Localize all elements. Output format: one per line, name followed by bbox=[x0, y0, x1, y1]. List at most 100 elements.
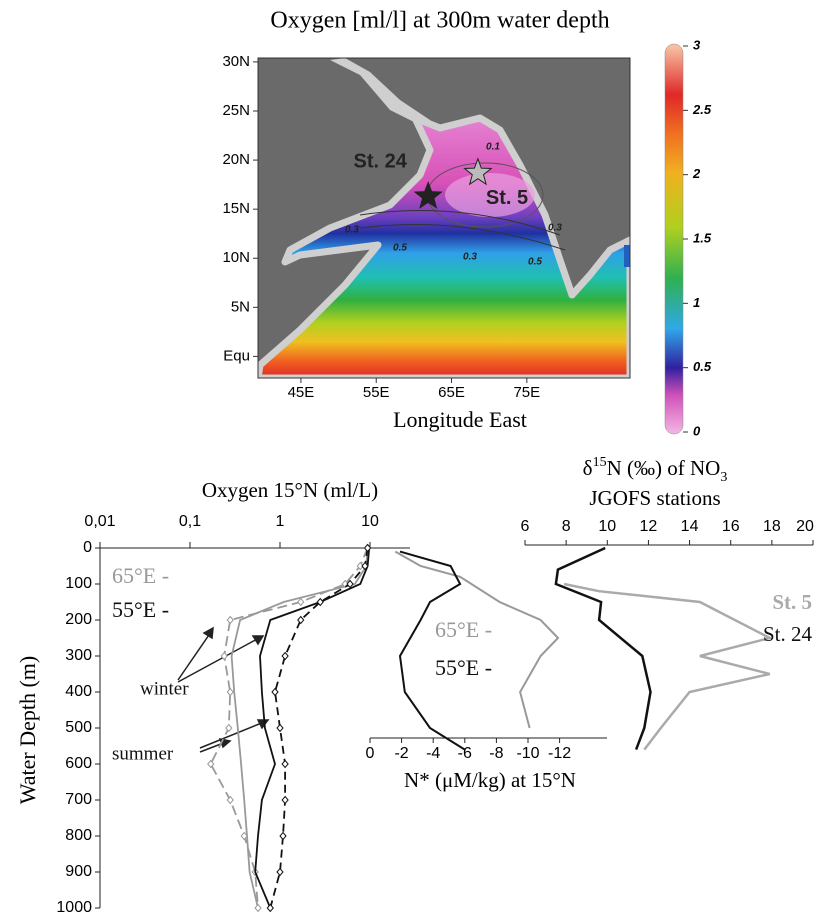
profile-marker bbox=[271, 687, 279, 697]
gulf bbox=[330, 58, 440, 132]
profile-marker bbox=[240, 831, 248, 841]
profile-marker bbox=[363, 543, 372, 553]
x-tick-label: -4 bbox=[426, 745, 440, 762]
d15n-subtitle: JGOFS stations bbox=[589, 486, 720, 510]
profile-marker bbox=[254, 903, 262, 913]
x-tick-label: -6 bbox=[458, 745, 472, 762]
profile-marker bbox=[297, 615, 305, 625]
profile-marker bbox=[226, 615, 234, 625]
profile-marker bbox=[279, 831, 287, 841]
colorbar bbox=[664, 43, 684, 435]
bay-patch bbox=[624, 245, 630, 267]
profile-line bbox=[254, 547, 371, 909]
x-tick-label: 10 bbox=[361, 513, 379, 530]
contour-label: 0.3 bbox=[345, 225, 359, 236]
annotation: winter bbox=[140, 678, 189, 699]
y-tick-label: 300 bbox=[65, 647, 92, 664]
colorbar-tick-label: 1.5 bbox=[693, 230, 712, 245]
x-tick-label: 16 bbox=[722, 518, 740, 535]
y-tick-label: 1000 bbox=[56, 899, 92, 916]
contour-label: 0.5 bbox=[393, 243, 407, 254]
profile-marker bbox=[281, 651, 289, 661]
x-tick-label: 75E bbox=[513, 384, 540, 401]
map-x-label: Longitude East bbox=[393, 407, 527, 432]
title-part: 3 bbox=[720, 470, 727, 485]
arrow bbox=[177, 631, 212, 681]
profile-marker bbox=[226, 687, 234, 697]
x-tick-label: 14 bbox=[681, 518, 699, 535]
series-label: St. 24 bbox=[763, 622, 813, 646]
y-tick-label: 200 bbox=[65, 611, 92, 628]
ocean bbox=[258, 114, 630, 378]
profile-line bbox=[394, 550, 560, 729]
y-tick-label: 20N bbox=[222, 151, 250, 168]
colorbar-tick-label: 2.5 bbox=[692, 102, 712, 117]
annotation: 65°E - bbox=[435, 617, 492, 642]
x-tick-label: 0,1 bbox=[179, 513, 201, 530]
contour bbox=[359, 223, 566, 251]
station bbox=[463, 157, 493, 186]
y-tick-label: 700 bbox=[65, 791, 92, 808]
x-tick-label: 12 bbox=[640, 518, 658, 535]
y-tick-label: 100 bbox=[65, 575, 92, 592]
colorbar-tick-label: 3 bbox=[693, 37, 701, 52]
y-tick-label: 5N bbox=[231, 298, 250, 315]
x-tick-label: 20 bbox=[796, 518, 814, 535]
colorbar-tick-label: 0 bbox=[693, 423, 701, 438]
y-tick-label: 600 bbox=[65, 755, 92, 772]
y-tick-label: 25N bbox=[222, 102, 250, 119]
profile-marker bbox=[356, 561, 364, 571]
x-tick-label: 1 bbox=[276, 513, 285, 530]
profile-line bbox=[554, 546, 652, 751]
contour-label: 0.5 bbox=[528, 257, 542, 268]
x-tick-label: 65E bbox=[438, 384, 465, 401]
y-tick-label: 800 bbox=[65, 827, 92, 844]
x-tick-label: -10 bbox=[516, 745, 539, 762]
arrowheads bbox=[202, 626, 270, 749]
station bbox=[413, 180, 443, 209]
contour-label: 0.3 bbox=[548, 223, 562, 234]
profile-marker bbox=[207, 759, 215, 769]
colorbar-tick-label: 1 bbox=[693, 295, 700, 310]
x-tick-label: 0 bbox=[366, 745, 375, 762]
y-tick-label: 0 bbox=[83, 539, 92, 556]
title-part: N (‰) of NO bbox=[607, 456, 721, 480]
y-tick-label: 500 bbox=[65, 719, 92, 736]
contour-label: 0.3 bbox=[463, 252, 477, 263]
annotation: 55°E - bbox=[435, 655, 492, 680]
x-tick-label: 10 bbox=[598, 518, 616, 535]
x-tick-label: -8 bbox=[489, 745, 503, 762]
title-part: δ bbox=[583, 456, 593, 480]
y-tick-label: Equ bbox=[223, 347, 250, 364]
map-title: Oxygen [ml/l] at 300m water depth bbox=[270, 8, 609, 34]
y-tick-label: 30N bbox=[222, 53, 250, 70]
profile-marker bbox=[276, 867, 284, 877]
colorbar-tick-label: 0.5 bbox=[693, 359, 712, 374]
y-tick-label: 15N bbox=[222, 200, 250, 217]
x-tick-label: -2 bbox=[394, 745, 408, 762]
x-tick-label: 18 bbox=[763, 518, 781, 535]
profile-marker bbox=[281, 759, 289, 769]
x-tick-label: 6 bbox=[521, 518, 530, 535]
x-tick-label: 45E bbox=[288, 384, 315, 401]
x-tick-label: 55E bbox=[363, 384, 390, 401]
profile-marker bbox=[281, 795, 289, 805]
annotation: 55°E - bbox=[112, 597, 169, 622]
y-tick-label: 10N bbox=[222, 249, 250, 266]
title-part: 15 bbox=[593, 455, 607, 470]
series-label: St. 5 bbox=[772, 590, 812, 614]
profile-marker bbox=[266, 903, 274, 913]
profile-line bbox=[209, 547, 369, 909]
profile-marker bbox=[316, 597, 324, 607]
contour bbox=[359, 210, 561, 236]
profile-marker bbox=[276, 723, 284, 733]
station-label: St. 5 bbox=[486, 187, 528, 209]
annotation: summer bbox=[112, 743, 174, 764]
map-frame bbox=[257, 57, 631, 379]
profiles: Oxygen 15°N (ml/L) Water Depth (m) N* (μ… bbox=[15, 455, 813, 908]
y-axis-label: Water Depth (m) bbox=[15, 656, 40, 805]
x-tick-label: -12 bbox=[548, 745, 571, 762]
nstar-label: N* (μM/kg) at 15°N bbox=[404, 768, 576, 792]
y-tick-label: 900 bbox=[65, 863, 92, 880]
